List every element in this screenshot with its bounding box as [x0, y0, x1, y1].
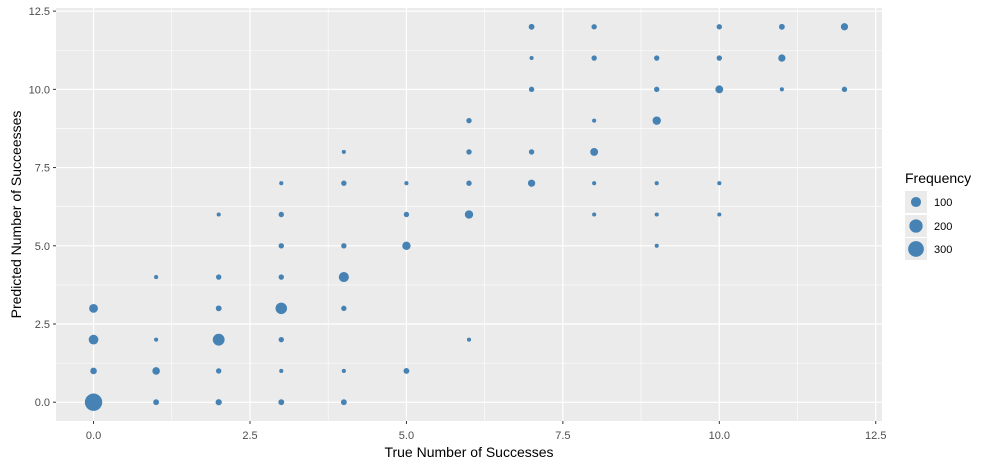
data-point: [402, 241, 411, 250]
data-point: [216, 212, 221, 217]
data-point: [464, 210, 474, 219]
x-tick-label: 5.0: [399, 430, 414, 442]
data-point: [84, 393, 103, 411]
data-point: [88, 334, 99, 345]
y-axis-title: Predicted Number of Succeesses: [8, 111, 24, 319]
minor-gridlines: [56, 8, 882, 421]
data-point: [152, 367, 160, 375]
x-tick-label: 0.0: [86, 430, 101, 442]
x-tick-label: 12.5: [865, 430, 886, 442]
y-tick-label: 0.0: [35, 397, 50, 409]
y-axis-ticks: 0.0 2.5 5.0 7.5 10.0 12.5: [29, 6, 56, 409]
data-point: [212, 333, 225, 346]
data-point: [592, 181, 597, 186]
data-point: [466, 180, 472, 186]
legend-key-point: [909, 219, 923, 233]
data-point: [779, 87, 784, 92]
data-point: [717, 212, 722, 217]
data-point: [591, 24, 597, 30]
data-point: [278, 274, 284, 280]
data-point: [338, 272, 349, 283]
data-point: [403, 368, 410, 374]
y-tick-label: 7.5: [35, 163, 50, 175]
data-point: [590, 148, 599, 156]
data-point: [592, 118, 597, 123]
y-tick-label: 2.5: [35, 319, 50, 331]
data-point: [341, 243, 347, 249]
data-point: [89, 303, 98, 313]
data-point: [341, 149, 346, 154]
data-point: [403, 211, 410, 218]
data-point: [528, 23, 535, 30]
data-point: [216, 274, 222, 280]
data-point: [466, 149, 472, 155]
data-point: [717, 181, 722, 186]
data-point: [529, 56, 534, 61]
data-point: [654, 86, 660, 93]
data-point: [840, 23, 849, 31]
x-tick-label: 2.5: [242, 430, 257, 442]
data-point: [275, 302, 288, 315]
data-point: [654, 181, 659, 186]
y-tick-label: 12.5: [29, 6, 50, 18]
data-point: [652, 116, 661, 125]
x-axis-title: True Number of Successes: [384, 444, 553, 460]
data-point: [778, 23, 785, 30]
data-point: [340, 399, 347, 406]
data-point: [527, 179, 536, 187]
data-point: [279, 368, 284, 373]
data-point: [654, 55, 660, 61]
data-point: [279, 181, 284, 186]
data-point: [341, 368, 346, 373]
x-tick-label: 10.0: [709, 430, 730, 442]
y-tick-label: 10.0: [29, 84, 50, 96]
data-point: [841, 86, 848, 93]
data-points: [84, 23, 849, 411]
data-point: [592, 212, 597, 217]
data-point: [90, 367, 97, 375]
legend-key-point: [910, 196, 922, 208]
data-point: [466, 117, 472, 124]
data-point: [278, 336, 284, 343]
data-point: [715, 85, 724, 94]
legend-label: 200: [934, 221, 952, 233]
legend-label: 100: [934, 197, 952, 209]
data-point: [341, 305, 347, 312]
data-point: [278, 243, 284, 249]
data-point: [778, 54, 786, 62]
data-point: [153, 399, 160, 406]
data-point: [654, 243, 659, 248]
legend-label: 300: [934, 244, 952, 256]
data-point: [654, 212, 659, 217]
data-point: [716, 55, 722, 61]
legend: Frequency 100 200 300: [905, 170, 971, 260]
x-tick-label: 7.5: [555, 430, 570, 442]
data-point: [278, 399, 285, 406]
data-point: [404, 181, 409, 186]
data-point: [466, 337, 472, 342]
data-point: [341, 180, 347, 186]
x-axis-ticks: 0.0 2.5 5.0 7.5 10.0 12.5: [86, 421, 886, 442]
data-point: [154, 337, 159, 342]
data-point: [216, 368, 222, 374]
data-point: [215, 305, 222, 312]
data-point: [716, 24, 722, 30]
data-point: [591, 55, 597, 61]
data-point: [154, 275, 159, 280]
data-point: [215, 399, 222, 406]
legend-key-point: [908, 241, 924, 257]
legend-title: Frequency: [905, 170, 971, 186]
data-point: [528, 149, 535, 155]
data-point: [528, 86, 535, 93]
data-point: [278, 211, 284, 218]
y-tick-label: 5.0: [35, 241, 50, 253]
